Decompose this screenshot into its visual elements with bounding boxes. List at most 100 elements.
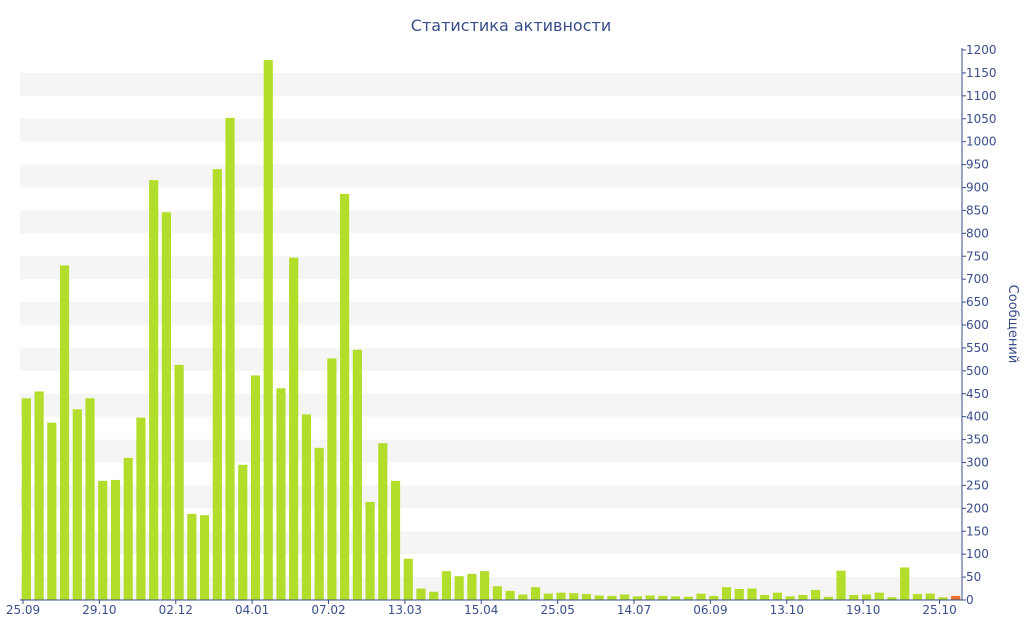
bar	[47, 422, 57, 601]
grid-band	[20, 577, 962, 600]
bar	[123, 457, 133, 600]
bar	[480, 571, 490, 601]
y-tick-label: 150	[966, 524, 989, 538]
bar	[861, 594, 872, 600]
bar	[429, 591, 439, 600]
bar	[569, 593, 579, 601]
bar	[658, 595, 668, 601]
bar	[149, 180, 159, 601]
background-bands	[20, 72, 962, 600]
grid-band	[20, 439, 962, 463]
y-tick-label: 1050	[966, 112, 997, 126]
bar	[454, 576, 464, 600]
x-tick-label: 29.10	[82, 603, 116, 617]
bar	[59, 265, 70, 600]
y-tick-label: 800	[966, 226, 989, 240]
bar	[441, 571, 452, 601]
y-tick-label: 850	[966, 203, 989, 217]
bar	[352, 349, 362, 600]
bar	[581, 594, 592, 600]
bar	[161, 212, 171, 600]
bar	[98, 480, 108, 600]
grid-band	[20, 302, 962, 325]
x-tick-label: 15.04	[464, 603, 498, 617]
bar	[785, 596, 795, 600]
bar	[390, 480, 401, 600]
bar	[900, 567, 910, 600]
bar	[772, 592, 783, 600]
grid-band	[20, 72, 962, 96]
bar	[556, 592, 566, 600]
bar	[403, 558, 413, 600]
y-tick-label: 350	[966, 433, 989, 447]
y-tick-label: 950	[966, 158, 989, 172]
bar	[225, 117, 235, 600]
y-axis-label: Сообщений	[1005, 285, 1020, 364]
bar	[327, 358, 337, 600]
y-tick-label: 300	[966, 456, 989, 470]
bar	[110, 479, 121, 600]
x-tick-label: 25.05	[540, 603, 574, 617]
bar	[683, 596, 693, 600]
bar	[530, 587, 541, 600]
y-tick-label: 650	[966, 295, 989, 309]
bar	[543, 593, 553, 600]
bar	[378, 443, 388, 600]
bar	[200, 515, 210, 600]
y-tick-label: 600	[966, 318, 989, 332]
bar	[607, 595, 617, 601]
bar	[301, 414, 312, 601]
bar	[798, 594, 808, 600]
bar	[174, 364, 184, 601]
y-tick-label: 500	[966, 364, 989, 378]
bar	[187, 513, 197, 600]
bar	[811, 589, 821, 600]
bar	[263, 60, 273, 600]
x-tick-label: 02.12	[159, 603, 193, 617]
bar	[836, 570, 846, 600]
bar	[365, 501, 375, 600]
x-tick-label: 25.10	[922, 603, 956, 617]
grid-band	[20, 393, 962, 417]
y-axis-ticks: 0 50 100 150 200 250 300 350 400 450 500 550 600 650 7…	[962, 43, 997, 607]
bar	[467, 573, 477, 601]
y-tick-label: 900	[966, 181, 989, 195]
x-tick-label: 14.07	[617, 603, 651, 617]
bar	[721, 587, 732, 600]
y-tick-label: 550	[966, 341, 989, 355]
bar	[645, 595, 655, 600]
y-tick-label: 50	[966, 570, 981, 584]
y-tick-label: 100	[966, 547, 989, 561]
y-tick-label: 400	[966, 410, 989, 424]
bar	[734, 589, 744, 600]
bar	[696, 593, 706, 600]
grid-band	[20, 210, 962, 234]
bar	[887, 597, 897, 600]
grid-band	[20, 347, 962, 371]
x-tick-label: 19.10	[846, 603, 880, 617]
x-tick-label: 13.10	[770, 603, 804, 617]
y-tick-label: 700	[966, 272, 989, 286]
bar	[136, 417, 146, 600]
x-tick-label: 25.09	[6, 603, 40, 617]
bar-series	[21, 60, 961, 601]
bar	[505, 590, 515, 600]
bar	[238, 464, 248, 600]
x-tick-label: 04.01	[235, 603, 269, 617]
bar	[925, 593, 935, 600]
bar	[874, 592, 884, 600]
x-tick-label: 13.03	[388, 603, 422, 617]
bar	[747, 588, 757, 600]
chart-title: Статистика активности	[411, 16, 611, 35]
y-tick-label: 250	[966, 478, 989, 492]
bar	[632, 596, 642, 600]
y-tick-label: 1200	[966, 43, 997, 57]
bar	[594, 595, 604, 600]
bar	[938, 597, 948, 600]
bar	[760, 594, 770, 600]
bar	[72, 409, 82, 600]
bar	[85, 398, 95, 600]
bar	[340, 193, 350, 601]
y-tick-label: 450	[966, 387, 989, 401]
